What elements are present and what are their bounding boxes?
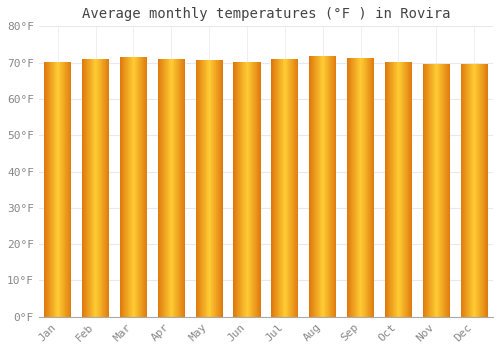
Title: Average monthly temperatures (°F ) in Rovira: Average monthly temperatures (°F ) in Ro… — [82, 7, 450, 21]
